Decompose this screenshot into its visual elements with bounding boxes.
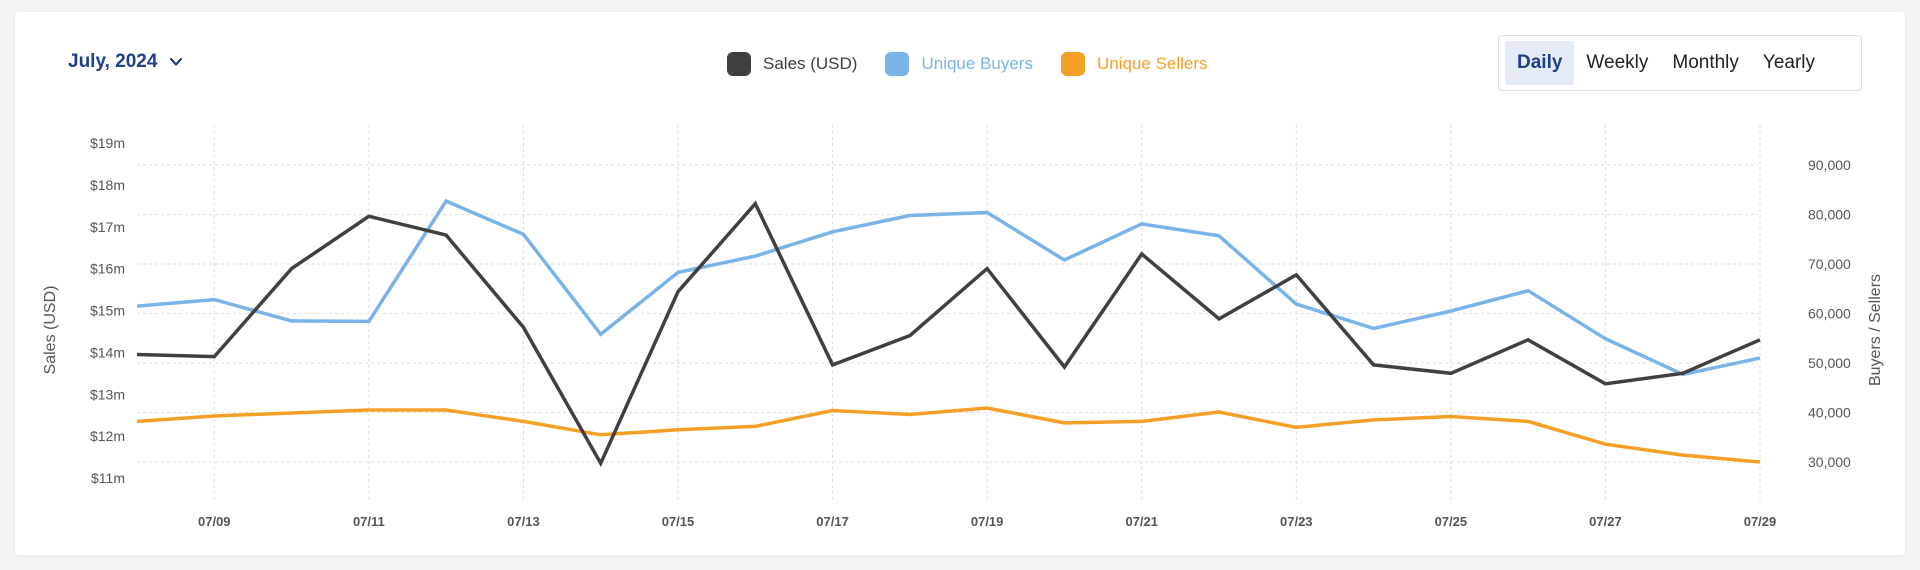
- y-left-tick-label: $18m: [90, 177, 125, 193]
- y-left-tick-label: $12m: [90, 428, 125, 444]
- x-tick-label: 07/17: [816, 514, 849, 529]
- y-left-tick-label: $19m: [90, 135, 125, 151]
- y-right-tick-label: 80,000: [1808, 207, 1851, 223]
- month-select[interactable]: July, 2024: [68, 51, 183, 73]
- legend-item-sales[interactable]: Sales (USD): [727, 52, 857, 76]
- y-right-tick-label: 70,000: [1808, 256, 1851, 272]
- x-tick-label: 07/13: [507, 514, 540, 529]
- y-right-tick-label: 30,000: [1808, 454, 1851, 470]
- legend-label-sales: Sales (USD): [763, 54, 858, 73]
- x-tick-label: 07/11: [353, 514, 385, 529]
- series-line-sales: [136, 200, 1761, 468]
- legend-item-buyers[interactable]: Unique Buyers: [885, 52, 1033, 76]
- x-tick-label: 07/25: [1435, 514, 1468, 529]
- x-tick-label: 07/21: [1125, 514, 1158, 529]
- y-left-tick-label: $17m: [90, 219, 125, 235]
- y-right-tick-label: 40,000: [1808, 405, 1851, 421]
- y-left-axis-label: Sales (USD): [42, 286, 59, 375]
- x-tick-label: 07/19: [971, 514, 1004, 529]
- y-left-tick-label: $15m: [90, 303, 125, 319]
- x-tick-label: 07/09: [198, 514, 231, 529]
- y-right-tick-label: 90,000: [1808, 157, 1851, 173]
- legend-swatch-buyers: [885, 52, 910, 76]
- legend-label-sellers: Unique Sellers: [1096, 54, 1208, 73]
- chart-card: [15, 12, 1905, 555]
- tab-daily[interactable]: Daily: [1505, 41, 1575, 85]
- chart-legend: Sales (USD) Unique Buyers Unique Sellers: [727, 52, 1236, 76]
- legend-swatch-sales: [727, 52, 751, 76]
- legend-item-sellers[interactable]: Unique Sellers: [1060, 52, 1208, 76]
- tab-monthly[interactable]: Monthly: [1672, 52, 1739, 73]
- y-left-tick-label: $11m: [91, 470, 125, 486]
- x-tick-label: 07/29: [1744, 514, 1777, 529]
- y-right-tick-label: 50,000: [1808, 355, 1851, 371]
- y-left-tick-label: $13m: [90, 386, 125, 402]
- tab-weekly[interactable]: Weekly: [1586, 52, 1649, 73]
- period-tabs: Daily Weekly Monthly Yearly: [1498, 35, 1862, 91]
- tab-yearly[interactable]: Yearly: [1762, 52, 1816, 73]
- legend-label-buyers: Unique Buyers: [921, 54, 1033, 73]
- y-right-tick-label: 60,000: [1808, 306, 1851, 322]
- month-select-label: July, 2024: [68, 51, 158, 72]
- y-left-tick-label: $14m: [90, 344, 125, 360]
- x-tick-label: 07/15: [662, 514, 695, 529]
- y-left-tick-label: $16m: [90, 261, 125, 277]
- x-tick-label: 07/23: [1280, 514, 1313, 529]
- chevron-down-icon: [170, 57, 183, 66]
- series-line-unique-buyers: [136, 198, 1761, 377]
- legend-swatch-sellers: [1060, 52, 1085, 76]
- series-line-unique-sellers: [136, 406, 1761, 464]
- x-tick-label: 07/27: [1589, 514, 1622, 529]
- y-right-axis-label: Buyers / Sellers: [1867, 274, 1884, 386]
